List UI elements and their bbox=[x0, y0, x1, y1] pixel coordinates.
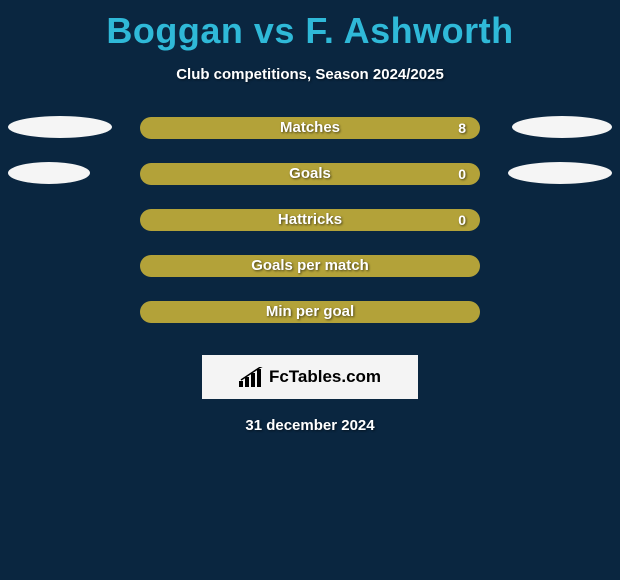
stat-row: Matches8 bbox=[0, 111, 620, 157]
stat-bar bbox=[140, 117, 480, 139]
stat-bar-left-fill bbox=[140, 117, 310, 139]
stat-bar-right-fill bbox=[310, 209, 480, 231]
stat-row: Hattricks0 bbox=[0, 203, 620, 249]
stat-bar-right-fill bbox=[310, 301, 480, 323]
logo-text: FcTables.com bbox=[269, 367, 381, 387]
page-title: Boggan vs F. Ashworth bbox=[0, 0, 620, 52]
player-left-marker bbox=[8, 162, 90, 184]
stat-bar bbox=[140, 163, 480, 185]
stat-bar bbox=[140, 301, 480, 323]
stat-value-right: 0 bbox=[458, 209, 466, 231]
stat-bar-left-fill bbox=[140, 301, 310, 323]
stat-bar-left-fill bbox=[140, 209, 310, 231]
player-left-marker bbox=[8, 116, 112, 138]
stat-row: Min per goal bbox=[0, 295, 620, 341]
stat-bar bbox=[140, 255, 480, 277]
stat-bar-left-fill bbox=[140, 163, 310, 185]
stat-bar-right-fill bbox=[310, 163, 480, 185]
stat-row: Goals0 bbox=[0, 157, 620, 203]
stat-value-right: 0 bbox=[458, 163, 466, 185]
stat-bar-right-fill bbox=[310, 255, 480, 277]
date-line: 31 december 2024 bbox=[0, 417, 620, 434]
chart-bars-icon bbox=[239, 367, 265, 387]
logo-box: FcTables.com bbox=[202, 355, 418, 399]
player-right-marker bbox=[512, 116, 612, 138]
player-right-marker bbox=[508, 162, 612, 184]
stat-value-right: 8 bbox=[458, 117, 466, 139]
stat-bar bbox=[140, 209, 480, 231]
subtitle: Club competitions, Season 2024/2025 bbox=[0, 66, 620, 83]
stat-bar-left-fill bbox=[140, 255, 310, 277]
stat-row: Goals per match bbox=[0, 249, 620, 295]
comparison-chart: Matches8Goals0Hattricks0Goals per matchM… bbox=[0, 111, 620, 341]
stat-bar-right-fill bbox=[310, 117, 480, 139]
